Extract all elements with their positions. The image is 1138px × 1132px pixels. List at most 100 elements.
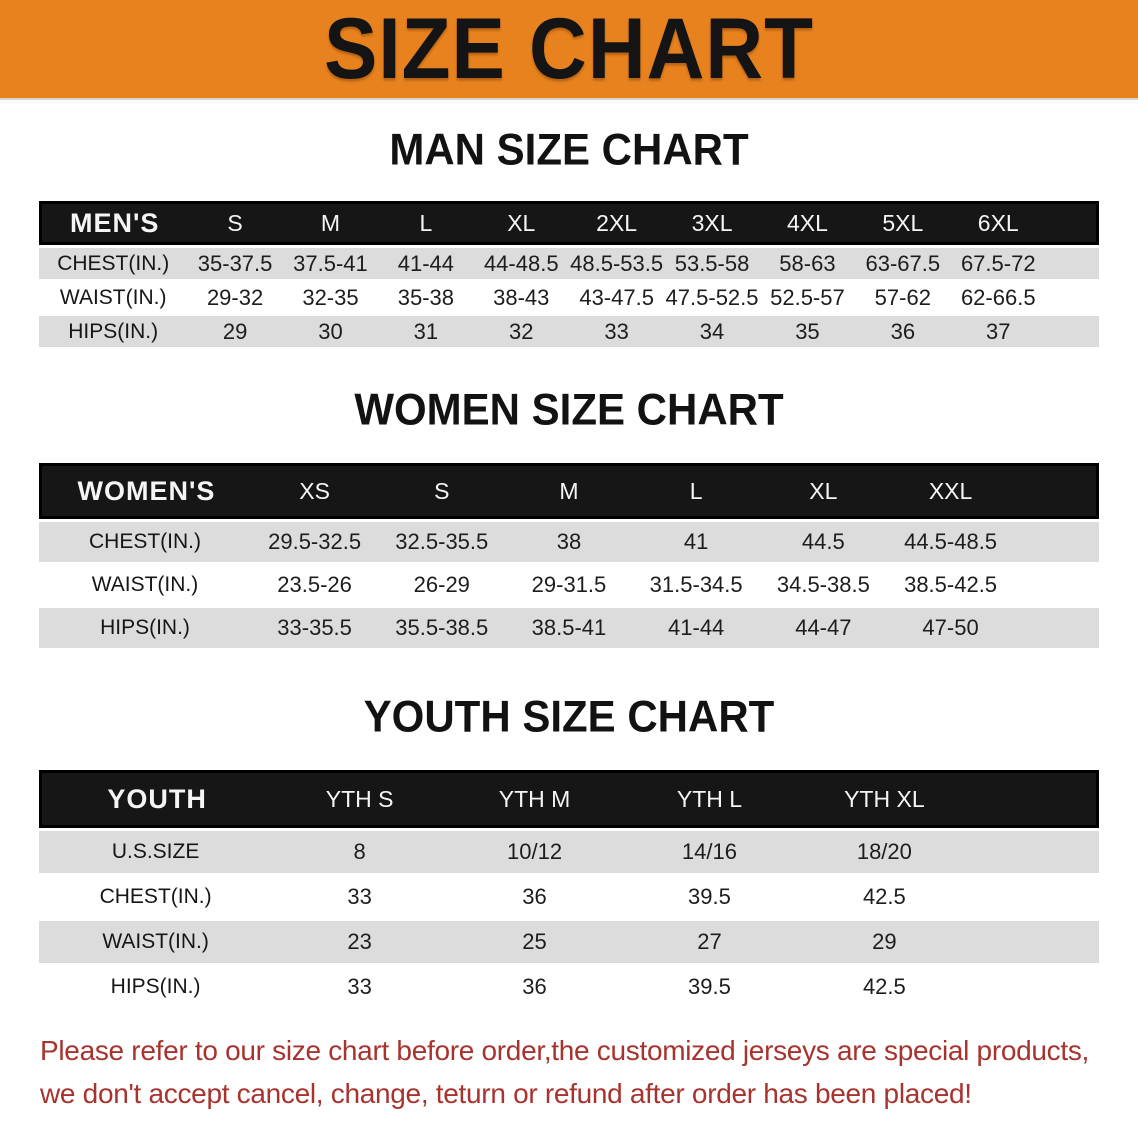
- measurement-value: 14/16: [622, 831, 797, 873]
- measurement-value: 34.5-38.5: [759, 565, 887, 605]
- measurement-value: 41-44: [378, 248, 474, 279]
- measurement-value: 10/12: [447, 831, 622, 873]
- spacer-cell: [971, 921, 1099, 963]
- measurement-value: 29: [187, 316, 283, 347]
- measurement-value: 57-62: [855, 282, 951, 313]
- spacer-cell: [1014, 522, 1099, 562]
- measurement-row-label: CHEST(IN.): [39, 522, 251, 562]
- table-row: CHEST(IN.) 35-37.5 37.5-41 41-44 44-48.5 48.5…: [39, 248, 1099, 279]
- measurement-row-label: CHEST(IN.): [39, 876, 273, 918]
- table-group-label: WOMEN'S: [39, 463, 251, 519]
- measurement-value: 30: [282, 316, 379, 347]
- table-header-row: WOMEN'S XS S M L XL XXL: [39, 463, 1099, 519]
- spacer-cell: [971, 966, 1099, 1008]
- spacer-cell: [1046, 248, 1099, 279]
- measurement-value: 36: [855, 316, 951, 347]
- size-column-header: S: [378, 463, 506, 519]
- measurement-value: 38-43: [473, 282, 569, 313]
- spacer-cell: [1014, 463, 1099, 519]
- measurement-value: 38: [505, 522, 633, 562]
- measurement-value: 26-29: [378, 565, 506, 605]
- size-column-header: YTH XL: [796, 770, 972, 828]
- measurement-value: 38.5-41: [505, 608, 633, 648]
- table-row: WAIST(IN.) 29-32 32-35 35-38 38-43 43-47.5 47.…: [39, 282, 1099, 313]
- section-youth-size-chart: YOUTH SIZE CHART YOUTH YTH S YTH M YTH L YTH…: [0, 651, 1138, 1011]
- measurement-value: 39.5: [622, 876, 797, 918]
- measurement-value: 44-48.5: [473, 248, 569, 279]
- measurement-value: 29-31.5: [505, 565, 633, 605]
- measurement-value: 58-63: [759, 248, 856, 279]
- order-notice-line-1: Please refer to our size chart before or…: [40, 1035, 1090, 1066]
- measurement-value: 62-66.5: [950, 282, 1046, 313]
- measurement-value: 29: [796, 921, 972, 963]
- spacer-cell: [1046, 282, 1099, 313]
- measurement-row-label: HIPS(IN.): [39, 966, 273, 1008]
- measurement-value: 33-35.5: [251, 608, 379, 648]
- size-column-header: 2XL: [568, 201, 665, 245]
- man-size-chart-heading: MAN SIZE CHART: [389, 124, 749, 175]
- table-group-label: YOUTH: [39, 770, 273, 828]
- table-row: HIPS(IN.) 33 36 39.5 42.5: [39, 966, 1099, 1008]
- measurement-value: 48.5-53.5: [568, 248, 665, 279]
- women-size-table: WOMEN'S XS S M L XL XXL CHEST(IN.) 29.5-32.5 32.5…: [39, 460, 1099, 651]
- size-column-header: XL: [759, 463, 887, 519]
- measurement-value: 36: [447, 966, 622, 1008]
- spacer-cell: [1046, 316, 1099, 347]
- measurement-value: 53.5-58: [664, 248, 760, 279]
- spacer-cell: [971, 876, 1099, 918]
- table-row: WAIST(IN.) 23 25 27 29: [39, 921, 1099, 963]
- size-column-header: S: [187, 201, 283, 245]
- size-column-header: 6XL: [950, 201, 1046, 245]
- measurement-row-label: WAIST(IN.): [39, 565, 251, 605]
- size-column-header: L: [632, 463, 760, 519]
- measurement-value: 35: [759, 316, 856, 347]
- size-column-header: L: [378, 201, 474, 245]
- measurement-value: 35-37.5: [187, 248, 283, 279]
- measurement-value: 33: [272, 876, 448, 918]
- measurement-value: 37: [950, 316, 1046, 347]
- size-column-header: 5XL: [855, 201, 951, 245]
- banner: SIZE CHART: [0, 0, 1138, 100]
- measurement-value: 32: [473, 316, 569, 347]
- measurement-value: 63-67.5: [855, 248, 951, 279]
- measurement-value: 43-47.5: [568, 282, 665, 313]
- measurement-value: 37.5-41: [282, 248, 379, 279]
- order-notice-line-2: we don't accept cancel, change, teturn o…: [40, 1078, 972, 1110]
- measurement-row-label: HIPS(IN.): [39, 608, 251, 648]
- measurement-value: 33: [568, 316, 665, 347]
- table-row: HIPS(IN.) 33-35.5 35.5-38.5 38.5-41 41-44 44-…: [39, 608, 1099, 648]
- size-column-header: XS: [251, 463, 379, 519]
- size-column-header: XXL: [886, 463, 1015, 519]
- measurement-value: 52.5-57: [759, 282, 856, 313]
- measurement-value: 29.5-32.5: [251, 522, 379, 562]
- measurement-value: 29-32: [187, 282, 283, 313]
- size-column-header: YTH L: [622, 770, 797, 828]
- measurement-row-label: WAIST(IN.): [39, 921, 273, 963]
- spacer-cell: [1014, 608, 1099, 648]
- size-column-header: 3XL: [664, 201, 760, 245]
- measurement-value: 42.5: [796, 876, 972, 918]
- table-header-row: MEN'S S M L XL 2XL 3XL 4XL 5XL 6XL: [39, 201, 1099, 245]
- section-women-size-chart: WOMEN SIZE CHART WOMEN'S XS S M L XL XXL CHEST(…: [0, 350, 1138, 651]
- measurement-value: 18/20: [796, 831, 972, 873]
- measurement-value: 8: [272, 831, 448, 873]
- measurement-value: 36: [447, 876, 622, 918]
- size-column-header: YTH S: [272, 770, 448, 828]
- page-title: SIZE CHART: [324, 0, 814, 97]
- measurement-value: 67.5-72: [950, 248, 1046, 279]
- measurement-value: 39.5: [622, 966, 797, 1008]
- measurement-value: 31.5-34.5: [632, 565, 760, 605]
- measurement-row-label: HIPS(IN.): [39, 316, 188, 347]
- table-row: CHEST(IN.) 33 36 39.5 42.5: [39, 876, 1099, 918]
- size-column-header: M: [505, 463, 633, 519]
- measurement-row-label: U.S.SIZE: [39, 831, 273, 873]
- spacer-cell: [1046, 201, 1099, 245]
- measurement-row-label: CHEST(IN.): [39, 248, 188, 279]
- measurement-value: 32-35: [282, 282, 379, 313]
- youth-size-table: YOUTH YTH S YTH M YTH L YTH XL U.S.SIZE 8 10/12…: [39, 767, 1099, 1011]
- measurement-value: 44.5: [759, 522, 887, 562]
- spacer-cell: [1014, 565, 1099, 605]
- measurement-value: 31: [378, 316, 474, 347]
- order-notice: Please refer to our size chart before or…: [40, 1029, 1138, 1116]
- spacer-cell: [971, 831, 1099, 873]
